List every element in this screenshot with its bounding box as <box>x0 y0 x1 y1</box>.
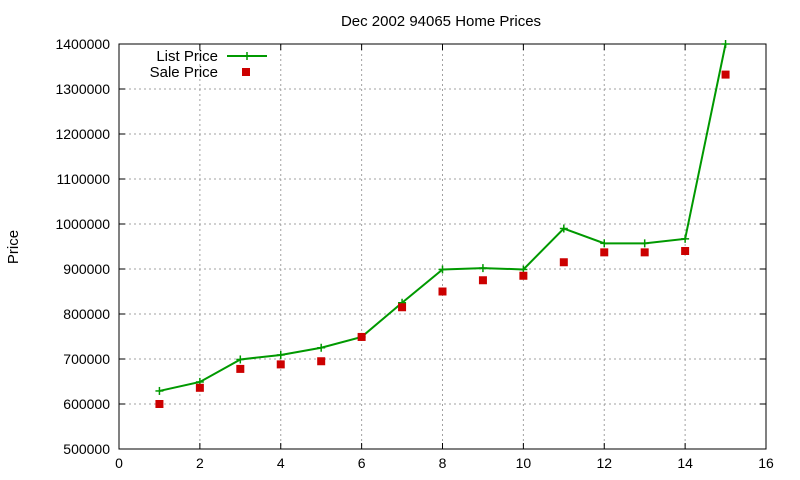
y-tick-label: 600000 <box>63 396 110 412</box>
sale-price-point <box>155 400 164 408</box>
list-price-point <box>317 343 326 352</box>
legend-marker-sale-price <box>242 68 250 76</box>
list-price-point <box>236 355 245 364</box>
list-price-point <box>276 350 285 359</box>
x-tick-label: 16 <box>758 455 774 471</box>
x-tick-label: 14 <box>677 455 693 471</box>
sale-price-point <box>236 364 245 373</box>
sale-price-point <box>681 247 690 255</box>
y-tick-label: 1300000 <box>55 81 110 97</box>
y-tick-label: 1000000 <box>55 216 110 232</box>
list-price-point <box>721 40 730 48</box>
sale-price-point <box>438 287 447 296</box>
plot-area-border <box>118 43 767 450</box>
list-price-point <box>640 239 649 248</box>
x-tick-label: 10 <box>516 455 532 471</box>
series <box>155 40 730 408</box>
sale-price-point <box>398 303 407 312</box>
y-tick-label: 1400000 <box>55 36 110 52</box>
y-tick-label: 500000 <box>63 441 110 457</box>
sale-price-point <box>357 332 366 341</box>
chart-title: Dec 2002 94065 Home Prices <box>341 13 541 30</box>
y-tick-label: 800000 <box>63 306 110 322</box>
y-axis-label: Price <box>5 230 22 264</box>
x-tick-label: 0 <box>115 455 123 471</box>
legend-swatch-list-price <box>227 52 267 60</box>
sale-price-point <box>195 383 204 392</box>
x-tick-label: 6 <box>358 455 366 471</box>
list-price-point <box>559 224 568 233</box>
y-tick-label: 1100000 <box>57 171 111 187</box>
sale-price-point <box>276 360 285 369</box>
series-sale-price <box>155 70 730 408</box>
x-tick-label: 4 <box>277 455 285 471</box>
legend: List Price Sale Price <box>150 48 267 81</box>
legend-marker-list-price <box>243 52 251 60</box>
list-price-line <box>159 43 727 392</box>
sale-price-point <box>519 271 528 280</box>
y-tick-label: 900000 <box>63 261 110 277</box>
x-axis: 0 2 4 6 8 10 12 14 16 <box>115 44 774 471</box>
list-price-point <box>478 264 487 273</box>
x-tick-label: 12 <box>596 455 612 471</box>
x-tick-label: 8 <box>439 455 447 471</box>
legend-label-list-price: List Price <box>156 48 218 65</box>
y-axis: 500000 600000 700000 800000 900000 1000000 110… <box>55 36 766 457</box>
series-list-price <box>155 40 730 395</box>
sale-price-point <box>600 248 609 257</box>
grid <box>119 44 766 449</box>
legend-swatch-sale-price <box>242 68 250 76</box>
sale-price-point <box>478 276 487 285</box>
sale-price-point <box>317 357 326 366</box>
list-price-point <box>438 265 447 274</box>
sale-price-point <box>640 248 649 257</box>
legend-label-sale-price: Sale Price <box>150 64 218 81</box>
y-tick-label: 700000 <box>63 351 110 367</box>
list-price-point <box>600 239 609 248</box>
list-price-point <box>155 386 164 395</box>
sale-price-point <box>721 70 730 79</box>
x-tick-label: 2 <box>196 455 204 471</box>
sale-price-point <box>559 258 568 267</box>
y-tick-label: 1200000 <box>55 126 110 142</box>
list-price-point <box>681 234 690 243</box>
